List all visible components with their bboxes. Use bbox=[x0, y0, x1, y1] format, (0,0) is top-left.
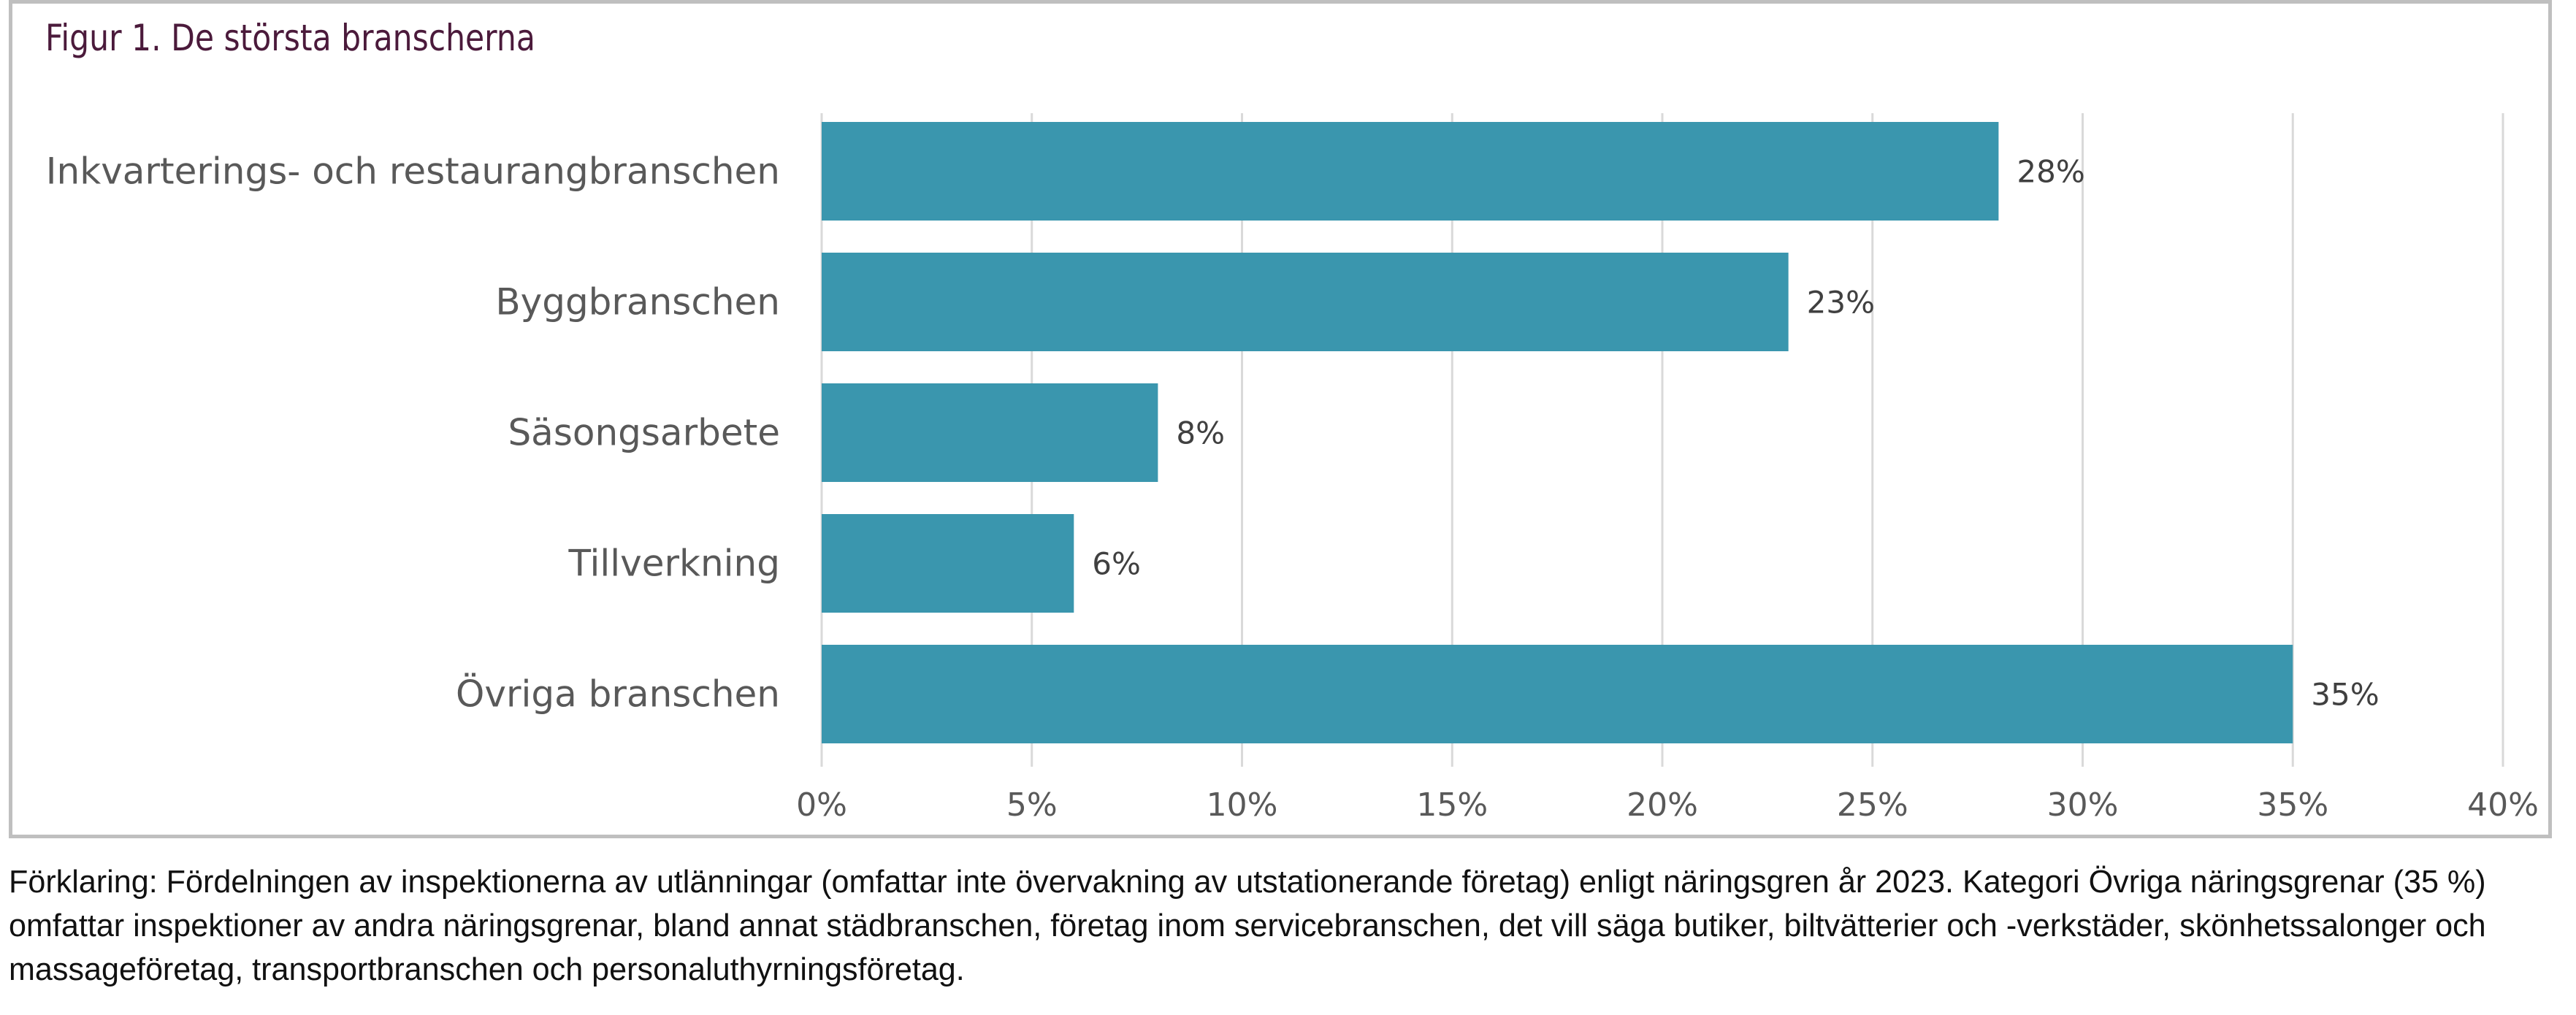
x-tick-label: 15% bbox=[1416, 786, 1488, 824]
x-tick-label: 5% bbox=[1006, 786, 1058, 824]
data-label: 28% bbox=[2017, 154, 2084, 190]
x-tick-label: 30% bbox=[2047, 786, 2119, 824]
x-tick-label: 40% bbox=[2467, 786, 2539, 824]
y-category-label: Övriga branschen bbox=[456, 673, 780, 716]
chart-title: Figur 1. De största branscherna bbox=[45, 17, 535, 59]
bar-chart: 0% 5% 10% 15% 20% 25% 30% 35% 40% Inkvarterings- … bbox=[46, 113, 2539, 824]
data-label: 35% bbox=[2311, 677, 2379, 713]
data-label: 23% bbox=[1807, 285, 1875, 321]
y-category-label: Byggbranschen bbox=[495, 281, 780, 323]
x-tick-label: 0% bbox=[796, 786, 847, 824]
bar bbox=[822, 645, 2293, 743]
bar bbox=[822, 253, 1789, 351]
bar bbox=[822, 514, 1074, 613]
data-label: 6% bbox=[1092, 546, 1141, 582]
x-tick-label: 25% bbox=[1837, 786, 1908, 824]
x-tick-label: 20% bbox=[1627, 786, 1698, 824]
y-category-label: Inkvarterings- och restaurangbranschen bbox=[46, 150, 780, 193]
x-tick-label: 35% bbox=[2257, 786, 2328, 824]
bar bbox=[822, 122, 1999, 221]
data-label: 8% bbox=[1176, 415, 1225, 451]
x-tick-label: 10% bbox=[1207, 786, 1278, 824]
chart-caption: Förklaring: Fördelningen av inspektioner… bbox=[9, 864, 2486, 987]
y-category-label: Tillverkning bbox=[567, 543, 780, 585]
bar bbox=[822, 383, 1158, 482]
y-category-label: Säsongsarbete bbox=[508, 412, 780, 454]
